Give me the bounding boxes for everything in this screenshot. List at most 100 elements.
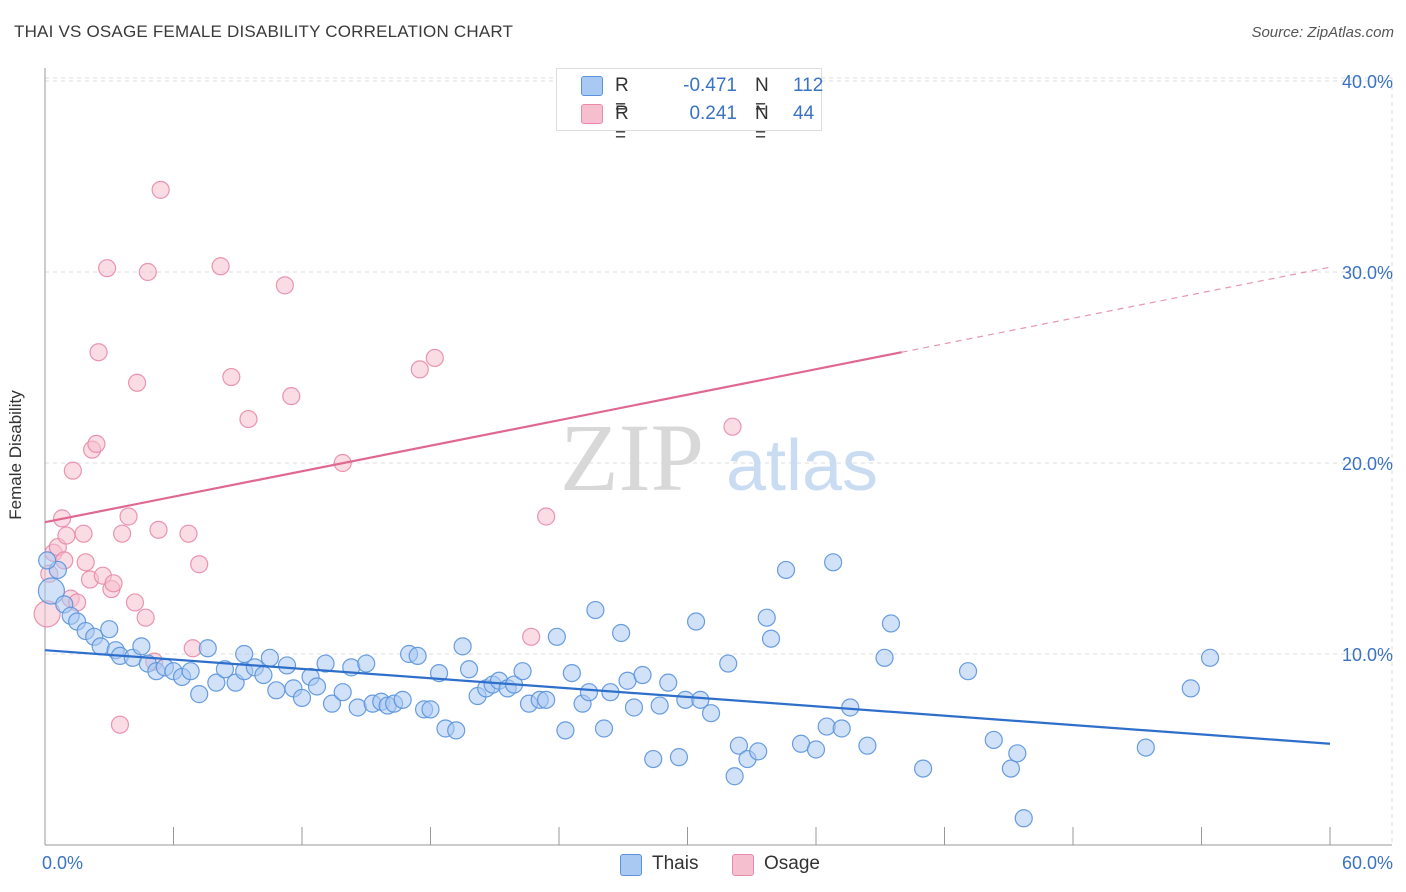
y-tick-label: 10.0%: [1342, 645, 1393, 665]
thais-point: [556, 721, 575, 740]
x-tick-label: 0.0%: [42, 853, 83, 873]
thais-point: [858, 736, 877, 755]
thais-point: [1008, 744, 1027, 763]
osage-swatch: [581, 104, 603, 124]
osage-point: [410, 360, 429, 379]
legend-label-thais: Thais: [652, 853, 699, 874]
osage-point: [87, 434, 106, 453]
y-axis-label-wrap: Female Disability: [6, 390, 26, 519]
thais-point: [132, 637, 151, 656]
trend-lines: [44, 266, 1331, 745]
thais-point: [198, 639, 217, 658]
thais-point: [459, 660, 479, 679]
osage-point: [151, 180, 170, 199]
thais-point: [1014, 809, 1033, 828]
thais-point: [267, 681, 286, 700]
osage-point: [89, 343, 108, 362]
osage-point: [138, 262, 157, 282]
thais-point: [453, 637, 472, 656]
osage-point: [57, 526, 76, 545]
osage-point: [98, 259, 117, 278]
y-tick-label: 30.0%: [1342, 263, 1393, 283]
thais-point: [207, 673, 226, 692]
n-label: N =: [755, 103, 769, 146]
thais-point: [686, 612, 706, 631]
thais-point: [729, 736, 749, 755]
thais-point: [1136, 738, 1155, 757]
thais-point: [181, 662, 200, 681]
watermark: ZIP atlas: [560, 404, 878, 511]
thais-point: [91, 637, 110, 656]
thais-point: [513, 662, 532, 681]
osage-point: [63, 461, 82, 480]
osage-point: [127, 373, 147, 392]
osage-point: [136, 608, 155, 627]
thais-point: [612, 623, 631, 643]
series-legend: Thais Osage: [0, 852, 1406, 878]
osage-point: [425, 348, 444, 368]
thais-point: [537, 690, 556, 709]
thais-point: [757, 608, 776, 627]
thais-point: [633, 665, 652, 685]
thais-point: [624, 698, 644, 717]
y-axis-label: Female Disability: [6, 390, 25, 520]
r-label: R =: [615, 103, 629, 146]
osage-point: [74, 524, 93, 543]
thais-point: [749, 742, 768, 761]
osage-point: [537, 507, 556, 526]
thais-point: [1181, 679, 1200, 698]
thais-point: [691, 690, 710, 709]
n-value: 112: [793, 75, 824, 96]
thais-point: [316, 654, 335, 673]
thais-point: [579, 683, 599, 702]
osage-point: [110, 715, 130, 734]
r-label: R =: [615, 75, 629, 118]
thais-point: [260, 648, 279, 667]
x-tick-label: 60.0%: [1342, 853, 1393, 873]
thais-point: [776, 560, 796, 580]
thais-point: [984, 730, 1003, 750]
osage-point: [149, 520, 168, 539]
thais-point: [875, 648, 894, 667]
thais-point: [393, 690, 412, 709]
y-tick-label: 40.0%: [1342, 72, 1393, 92]
thais-point: [659, 673, 678, 692]
thais-point: [594, 719, 614, 738]
osage-trend-line: [44, 351, 902, 524]
thais-point: [37, 577, 66, 605]
thais-point: [881, 614, 901, 633]
watermark-atlas: atlas: [726, 426, 878, 506]
thais-point: [322, 694, 342, 713]
thais-point: [215, 660, 234, 679]
thais-series: [37, 551, 1220, 828]
osage-point: [119, 507, 138, 526]
thais-point: [408, 646, 427, 666]
correlation-legend: R = -0.471 N = 112 R = 0.241 N = 44: [556, 68, 824, 146]
osage-point: [723, 417, 742, 436]
osage-point: [76, 553, 95, 572]
legend-label-osage: Osage: [764, 853, 820, 874]
thais-point: [357, 654, 376, 673]
thais-point: [562, 663, 581, 683]
thais-point: [292, 688, 312, 708]
n-label: N =: [755, 75, 769, 118]
thais-point: [100, 620, 119, 639]
thais-swatch: [581, 76, 603, 96]
thais-point: [1001, 759, 1020, 778]
thais-point: [447, 721, 466, 740]
thais-point: [38, 551, 57, 570]
thais-point: [348, 698, 367, 717]
osage-point: [239, 409, 258, 429]
source-credit: Source: ZipAtlas.com: [1251, 24, 1394, 41]
chart-title: THAI VS OSAGE FEMALE DISABILITY CORRELAT…: [14, 22, 514, 41]
tick-labels: 10.0% 20.0% 30.0% 40.0% 0.0% 60.0%: [42, 72, 1393, 873]
osage-point: [275, 276, 294, 295]
osage-point: [522, 627, 541, 646]
thais-point: [254, 665, 273, 685]
r-value: 0.241: [689, 103, 737, 124]
thais-point: [547, 627, 566, 646]
osage-point: [179, 524, 198, 543]
thais-point: [817, 717, 836, 736]
osage-point: [104, 574, 123, 593]
